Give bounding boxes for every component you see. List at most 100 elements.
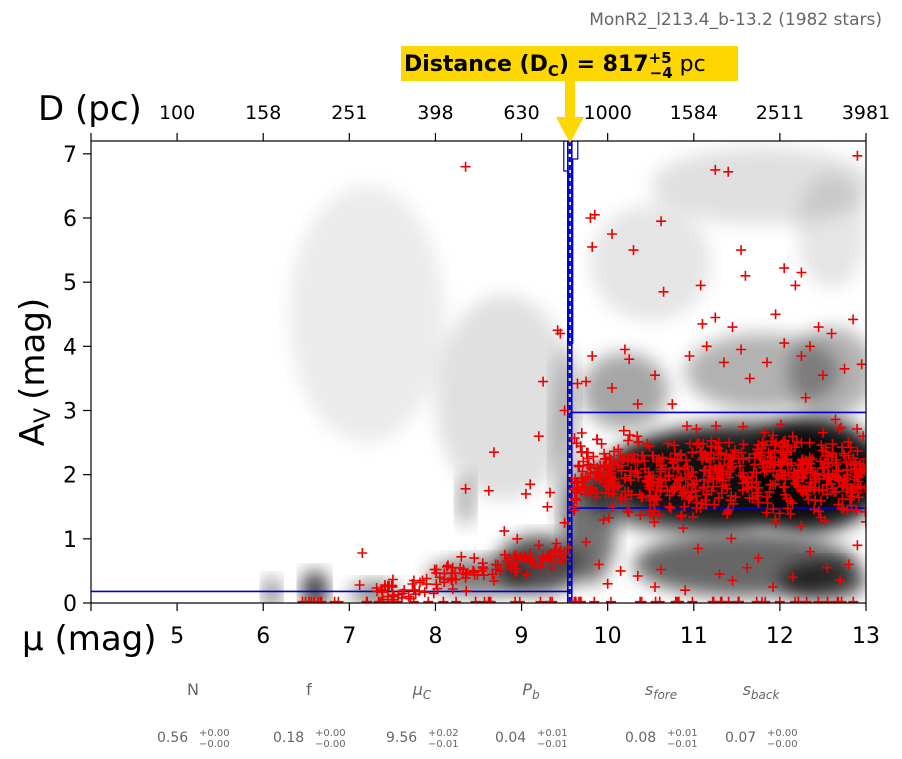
- star-point: [559, 517, 570, 528]
- star-point: [832, 596, 843, 603]
- star-point: [583, 474, 593, 485]
- star-point: [827, 448, 838, 459]
- star-point: [607, 229, 617, 239]
- star-point: [431, 579, 442, 590]
- star-point: [630, 465, 641, 476]
- star-point: [744, 373, 755, 384]
- star-point: [688, 512, 699, 523]
- star-point: [798, 457, 809, 468]
- star-point: [766, 451, 777, 462]
- star-point: [834, 474, 845, 485]
- star-point: [460, 573, 471, 584]
- star-point: [779, 481, 790, 492]
- star-point: [843, 450, 854, 461]
- star-point: [509, 558, 520, 569]
- star-point: [598, 514, 609, 525]
- star-point: [386, 596, 397, 603]
- star-point: [680, 474, 691, 485]
- star-point: [848, 596, 859, 603]
- star-point: [726, 533, 737, 544]
- star-point: [761, 491, 772, 502]
- star-point: [807, 454, 818, 465]
- star-point: [825, 474, 835, 485]
- star-point: [679, 501, 690, 512]
- param-err-minus: −0.01: [537, 739, 568, 750]
- star-point: [842, 505, 853, 516]
- star-point: [777, 456, 788, 467]
- star-point: [706, 435, 717, 446]
- star-point: [759, 466, 770, 477]
- star-point: [620, 472, 631, 483]
- star-point: [528, 558, 538, 569]
- star-point: [371, 583, 382, 593]
- star-point: [483, 485, 494, 496]
- param-err-plus: +0.01: [667, 728, 698, 739]
- star-point: [713, 443, 724, 454]
- y-tick-label: 2: [63, 464, 77, 489]
- star-point: [744, 452, 755, 463]
- star-point: [723, 166, 734, 177]
- star-point: [852, 423, 863, 434]
- star-point: [591, 487, 602, 498]
- star-point: [711, 421, 722, 431]
- star-point: [852, 540, 863, 551]
- top-tick-label: 1000: [583, 102, 631, 124]
- star-point: [591, 473, 602, 484]
- star-point: [361, 596, 372, 603]
- star-point: [683, 468, 694, 479]
- y-axis-label-sub: V: [31, 408, 56, 423]
- star-point: [699, 465, 710, 476]
- star-point: [796, 520, 807, 531]
- star-point: [632, 399, 643, 410]
- star-point: [530, 560, 541, 571]
- star-point: [684, 493, 695, 504]
- star-point: [785, 509, 796, 519]
- star-point: [815, 456, 826, 467]
- star-point: [599, 448, 610, 459]
- y-tick-label: 6: [63, 207, 77, 232]
- param-err-minus: −0.01: [428, 739, 459, 750]
- star-point: [642, 438, 653, 449]
- star-point: [357, 548, 368, 558]
- star-point: [587, 241, 598, 252]
- star-point: [560, 554, 571, 565]
- star-point: [790, 596, 801, 603]
- star-point: [616, 455, 627, 466]
- param-err-minus: −0.00: [199, 739, 230, 750]
- star-point: [678, 487, 689, 498]
- param-err-plus: +0.02: [428, 728, 459, 739]
- star-point: [796, 351, 807, 361]
- density-blob: [797, 173, 866, 289]
- star-point: [793, 481, 804, 492]
- star-point: [581, 376, 592, 387]
- star-point: [650, 582, 660, 592]
- star-point: [821, 479, 832, 490]
- star-point: [817, 370, 828, 381]
- star-point: [747, 493, 758, 504]
- star-point: [636, 492, 647, 503]
- x-tick-label: 12: [766, 624, 794, 649]
- star-point: [545, 596, 556, 603]
- star-point: [834, 424, 845, 435]
- star-point: [719, 454, 730, 465]
- star-point: [654, 596, 665, 603]
- star-point: [680, 585, 691, 596]
- star-point: [687, 479, 697, 490]
- star-point: [760, 596, 771, 603]
- star-point: [623, 435, 634, 446]
- star-point: [438, 596, 449, 603]
- star-point: [720, 479, 731, 490]
- star-point: [835, 575, 846, 586]
- star-point: [581, 537, 592, 547]
- star-point: [399, 585, 410, 595]
- star-point: [768, 465, 779, 476]
- star-point: [477, 562, 488, 573]
- y-axis-label-unit: (mag): [13, 298, 53, 400]
- distance-annotation-box: [401, 46, 738, 81]
- star-point: [591, 434, 602, 445]
- star-point: [469, 553, 480, 564]
- star-point: [753, 497, 764, 508]
- star-point: [840, 473, 851, 484]
